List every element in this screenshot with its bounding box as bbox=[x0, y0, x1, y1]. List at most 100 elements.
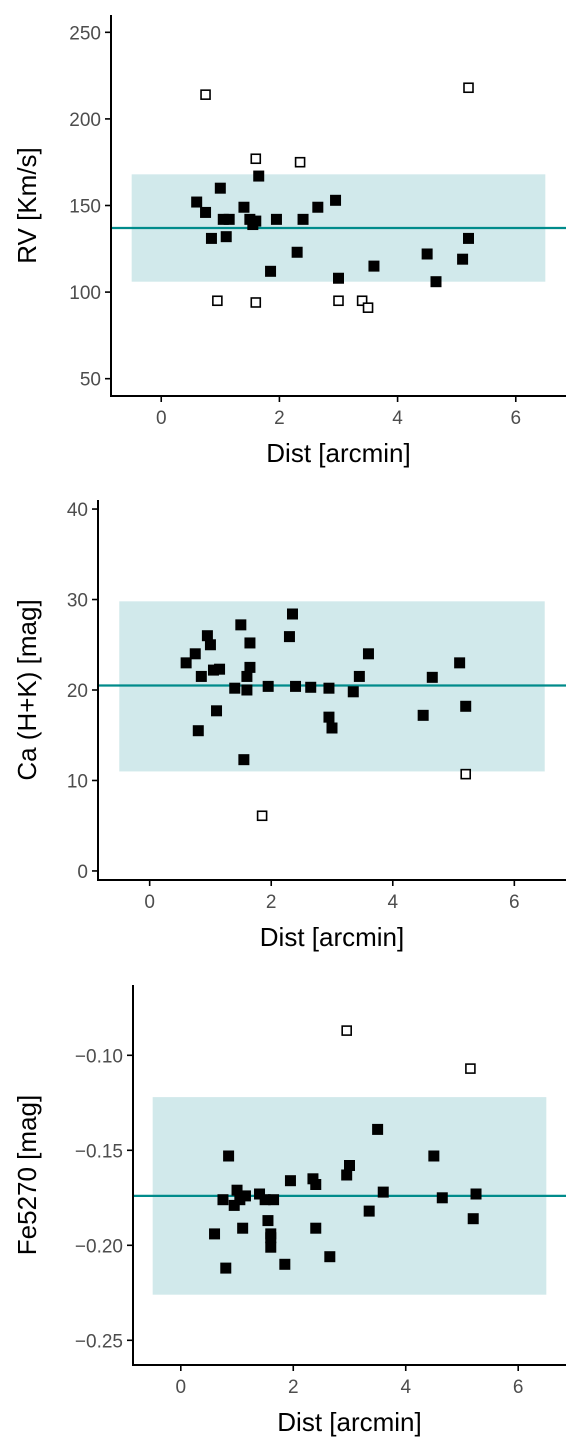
data-point bbox=[294, 156, 306, 168]
y-axis-title: RV [Km/s] bbox=[12, 147, 42, 264]
data-point bbox=[470, 1188, 482, 1200]
data-point bbox=[220, 231, 232, 243]
series-open-square bbox=[341, 1025, 476, 1074]
data-point bbox=[290, 680, 302, 692]
data-point bbox=[231, 1184, 243, 1196]
data-point bbox=[326, 722, 338, 734]
y-axis-title: Fe5270 [mag] bbox=[12, 1095, 42, 1255]
x-tick-label: 0 bbox=[144, 892, 155, 913]
x-tick-label: 6 bbox=[509, 892, 520, 913]
data-point bbox=[212, 295, 223, 307]
data-point bbox=[457, 253, 469, 265]
data-point bbox=[333, 272, 344, 284]
data-point bbox=[362, 648, 374, 660]
data-point bbox=[324, 1251, 336, 1263]
data-point bbox=[368, 260, 380, 272]
data-point bbox=[372, 1123, 384, 1135]
data-point bbox=[333, 295, 344, 307]
x-tick-label: 2 bbox=[288, 1377, 299, 1398]
data-point bbox=[217, 1194, 229, 1206]
x-tick-label: 0 bbox=[176, 1377, 187, 1398]
data-point bbox=[244, 661, 256, 673]
series-open-square bbox=[200, 82, 474, 313]
y-tick-label: 40 bbox=[67, 500, 88, 521]
data-point bbox=[238, 754, 250, 766]
y-tick-label: 50 bbox=[80, 370, 101, 391]
data-point bbox=[286, 608, 298, 620]
data-point bbox=[291, 246, 303, 258]
data-point bbox=[259, 1194, 271, 1206]
data-point bbox=[426, 671, 438, 683]
data-point bbox=[200, 206, 212, 218]
data-point bbox=[265, 1232, 277, 1244]
data-point bbox=[284, 1175, 296, 1187]
data-point bbox=[254, 1188, 266, 1200]
data-point bbox=[270, 213, 282, 225]
x-tick-label: 4 bbox=[387, 892, 398, 913]
data-point bbox=[220, 1262, 232, 1274]
y-axis-title: Ca (H+K) [mag] bbox=[12, 599, 42, 780]
data-point bbox=[460, 768, 472, 780]
data-point bbox=[312, 201, 324, 213]
data-point bbox=[341, 1025, 352, 1036]
data-point bbox=[344, 1160, 355, 1171]
data-point bbox=[330, 194, 342, 206]
data-point bbox=[244, 637, 256, 649]
data-point bbox=[250, 297, 262, 308]
y-tick-label: 30 bbox=[67, 591, 88, 612]
data-point bbox=[436, 1192, 448, 1204]
data-point bbox=[463, 232, 474, 244]
data-point bbox=[467, 1213, 479, 1225]
y-tick-label: −0.20 bbox=[75, 1236, 123, 1257]
series-filled-square bbox=[191, 170, 474, 288]
data-point bbox=[253, 170, 265, 182]
data-point bbox=[191, 196, 203, 208]
data-point bbox=[229, 682, 241, 694]
data-point bbox=[228, 1199, 240, 1211]
data-point bbox=[465, 1063, 476, 1074]
data-point bbox=[214, 182, 226, 194]
data-point bbox=[353, 670, 365, 682]
y-tick-label: −0.15 bbox=[75, 1141, 123, 1162]
y-tick-label: 100 bbox=[69, 283, 101, 304]
data-point bbox=[356, 295, 368, 307]
panel-fe: 0 2 4 6 −0.25 −0.20 −0.15 −0.10 Dist [arcmin] Fe5… bbox=[12, 985, 566, 1437]
data-point bbox=[428, 1150, 440, 1162]
data-point bbox=[217, 213, 229, 225]
y-tick-label: 10 bbox=[67, 771, 88, 792]
data-point bbox=[417, 709, 429, 721]
data-point bbox=[463, 82, 474, 94]
series-open-square bbox=[256, 768, 472, 822]
data-point bbox=[238, 201, 250, 213]
data-point bbox=[377, 1186, 389, 1198]
x-tick-label: 6 bbox=[510, 408, 521, 429]
data-point bbox=[241, 684, 253, 696]
data-point bbox=[189, 648, 201, 660]
data-point bbox=[323, 711, 335, 723]
series-filled-square bbox=[180, 608, 472, 766]
series-filled-square bbox=[209, 1123, 482, 1274]
data-point bbox=[460, 700, 472, 712]
y-tick-label: 0 bbox=[77, 862, 88, 883]
data-point bbox=[305, 681, 317, 693]
data-point bbox=[265, 265, 277, 277]
y-tick-label: 250 bbox=[69, 23, 101, 44]
data-point bbox=[421, 248, 433, 260]
data-point bbox=[211, 705, 223, 717]
data-point bbox=[237, 1222, 249, 1234]
data-point bbox=[297, 213, 309, 225]
data-point bbox=[223, 1150, 235, 1162]
x-axis-title: Dist [arcmin] bbox=[260, 922, 404, 952]
data-point bbox=[241, 670, 253, 682]
data-point bbox=[268, 1194, 280, 1206]
data-point bbox=[239, 1190, 251, 1202]
data-point bbox=[192, 725, 204, 737]
data-point bbox=[279, 1258, 291, 1270]
x-tick-label: 6 bbox=[513, 1377, 524, 1398]
data-point bbox=[214, 663, 226, 675]
data-point bbox=[201, 630, 213, 642]
data-point bbox=[347, 686, 359, 698]
x-tick-label: 2 bbox=[266, 892, 277, 913]
x-axis-title: Dist [arcmin] bbox=[277, 1407, 421, 1437]
data-point bbox=[323, 682, 335, 694]
